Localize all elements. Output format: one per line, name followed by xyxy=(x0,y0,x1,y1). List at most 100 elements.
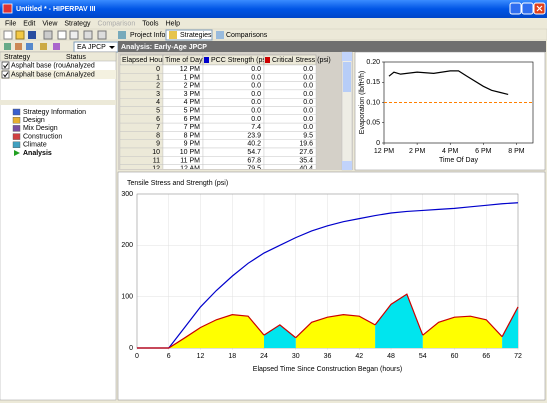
x-tick-label: 54 xyxy=(419,353,427,360)
x-tick-label: 2 PM xyxy=(409,148,426,155)
cell-text: 5 xyxy=(156,107,160,114)
cell-text: 8 PM xyxy=(184,132,201,139)
tree-icon xyxy=(12,133,21,140)
icon-e[interactable] xyxy=(53,43,60,50)
strategy-cell: Asphalt base (cm... xyxy=(11,71,71,78)
app-icon xyxy=(2,3,13,14)
icon-paste[interactable] xyxy=(83,30,93,40)
cell-text: 12 xyxy=(152,166,160,173)
tree-item[interactable]: Strategy Information xyxy=(23,109,86,116)
toolbar-tab[interactable]: Strategies xyxy=(180,32,212,39)
cell-text: 11 xyxy=(153,157,160,164)
cell-text: 0 xyxy=(156,66,160,73)
x-tick-label: 8 PM xyxy=(508,148,525,155)
icon-cut[interactable] xyxy=(69,30,79,40)
tree-item[interactable]: Analysis xyxy=(23,150,52,157)
legend-swatch xyxy=(204,57,209,63)
cell-text: 10 PM xyxy=(180,149,200,156)
menu-item[interactable]: View xyxy=(42,20,58,27)
x-tick-label: 0 xyxy=(135,353,139,360)
icon-a[interactable] xyxy=(4,43,11,50)
y-tick-label: 0.20 xyxy=(366,59,380,66)
toolbar xyxy=(0,28,547,41)
tree-item[interactable]: Construction xyxy=(23,133,62,140)
menu-item[interactable]: File xyxy=(5,20,16,27)
checkbox[interactable] xyxy=(1,70,10,79)
cell-text: 5 PM xyxy=(184,107,201,114)
y-tick-label: 0.05 xyxy=(366,120,380,127)
cell-text: 0.0 xyxy=(303,83,313,90)
tree-item[interactable]: Mix Design xyxy=(23,125,58,132)
icon-c[interactable] xyxy=(26,43,33,50)
cell-text: 9 PM xyxy=(184,141,201,148)
series-line xyxy=(137,202,519,349)
tree-icon xyxy=(14,150,20,156)
y-tick-label: 100 xyxy=(121,294,133,301)
menu-item[interactable]: Edit xyxy=(23,20,35,27)
cell-text: 0.0 xyxy=(251,91,261,98)
series-line xyxy=(388,70,509,95)
menu-item[interactable]: Tools xyxy=(142,20,159,27)
cell-text: 0.0 xyxy=(251,107,261,114)
icon-print[interactable] xyxy=(43,30,53,40)
x-tick-label: 12 xyxy=(197,353,205,360)
x-tick-label: 24 xyxy=(260,353,268,360)
checkbox[interactable] xyxy=(1,61,10,70)
icon-help[interactable] xyxy=(97,30,107,40)
icon-open[interactable] xyxy=(15,30,25,40)
minimize-button[interactable] xyxy=(509,2,522,15)
cell-text: 0.0 xyxy=(303,124,313,131)
x-tick-label: 66 xyxy=(482,353,490,360)
icon-strategies[interactable] xyxy=(169,31,177,39)
series-line xyxy=(263,293,519,339)
cell-text: 7 PM xyxy=(184,124,201,131)
scroll-up[interactable] xyxy=(342,52,352,61)
cell-text: 11 PM xyxy=(180,157,200,164)
y-tick-label: 0.15 xyxy=(366,79,380,86)
strategy-header xyxy=(0,51,117,62)
x-tick-label: 42 xyxy=(355,353,363,360)
icon-save[interactable] xyxy=(28,31,36,39)
combo-value: EA JPCP xyxy=(77,44,106,51)
menu-item[interactable]: Comparison xyxy=(97,20,135,27)
toolbar-tab[interactable]: Project Info xyxy=(130,32,166,39)
maximize-button[interactable] xyxy=(521,2,534,15)
icon-d[interactable] xyxy=(40,43,47,50)
close-glyph xyxy=(536,5,543,12)
scroll-thumb[interactable] xyxy=(343,62,351,92)
header-text: Time of Day xyxy=(165,57,203,64)
scroll-down[interactable] xyxy=(342,161,352,170)
x-tick-label: 6 PM xyxy=(475,148,492,155)
toolbar-tab[interactable]: Comparisons xyxy=(226,32,268,39)
tab-pressed xyxy=(165,29,213,41)
icon-new[interactable] xyxy=(3,30,13,40)
panel-header xyxy=(118,41,546,52)
menu-item[interactable]: Strategy xyxy=(64,20,91,27)
cell-text: 7 xyxy=(156,124,160,131)
cell-text: 0.0 xyxy=(251,99,261,106)
menu-item[interactable]: Help xyxy=(166,20,181,27)
cell-text: 4 xyxy=(156,99,160,106)
combo-arrow xyxy=(109,46,115,49)
tree-item[interactable]: Climate xyxy=(23,142,47,149)
chart-title: Tensile Stress and Strength (psi) xyxy=(127,180,228,187)
cell-text: 10 xyxy=(152,149,160,156)
y-axis-label: Evaporation (lb/ft²/h) xyxy=(359,71,366,134)
stress-area xyxy=(264,294,518,348)
cell-text: 67.8 xyxy=(247,157,261,164)
strategy-cell: Analyzed xyxy=(66,71,95,78)
icon-copy[interactable] xyxy=(57,30,67,40)
strategy-cell: Asphalt base (rou... xyxy=(11,62,72,69)
cell-text: 0.0 xyxy=(251,66,261,73)
column-header: Strategy xyxy=(4,54,31,61)
cell-text: 7.4 xyxy=(251,124,261,131)
icon-comparisons[interactable] xyxy=(216,31,224,39)
cell-text: 40.4 xyxy=(299,166,313,173)
tree-icon xyxy=(12,116,21,124)
icon-b[interactable] xyxy=(15,43,22,50)
icon-project[interactable] xyxy=(118,31,126,39)
tree-item[interactable]: Design xyxy=(23,117,45,124)
cell-text: 19.6 xyxy=(299,141,313,148)
cell-text: 6 xyxy=(156,116,160,123)
